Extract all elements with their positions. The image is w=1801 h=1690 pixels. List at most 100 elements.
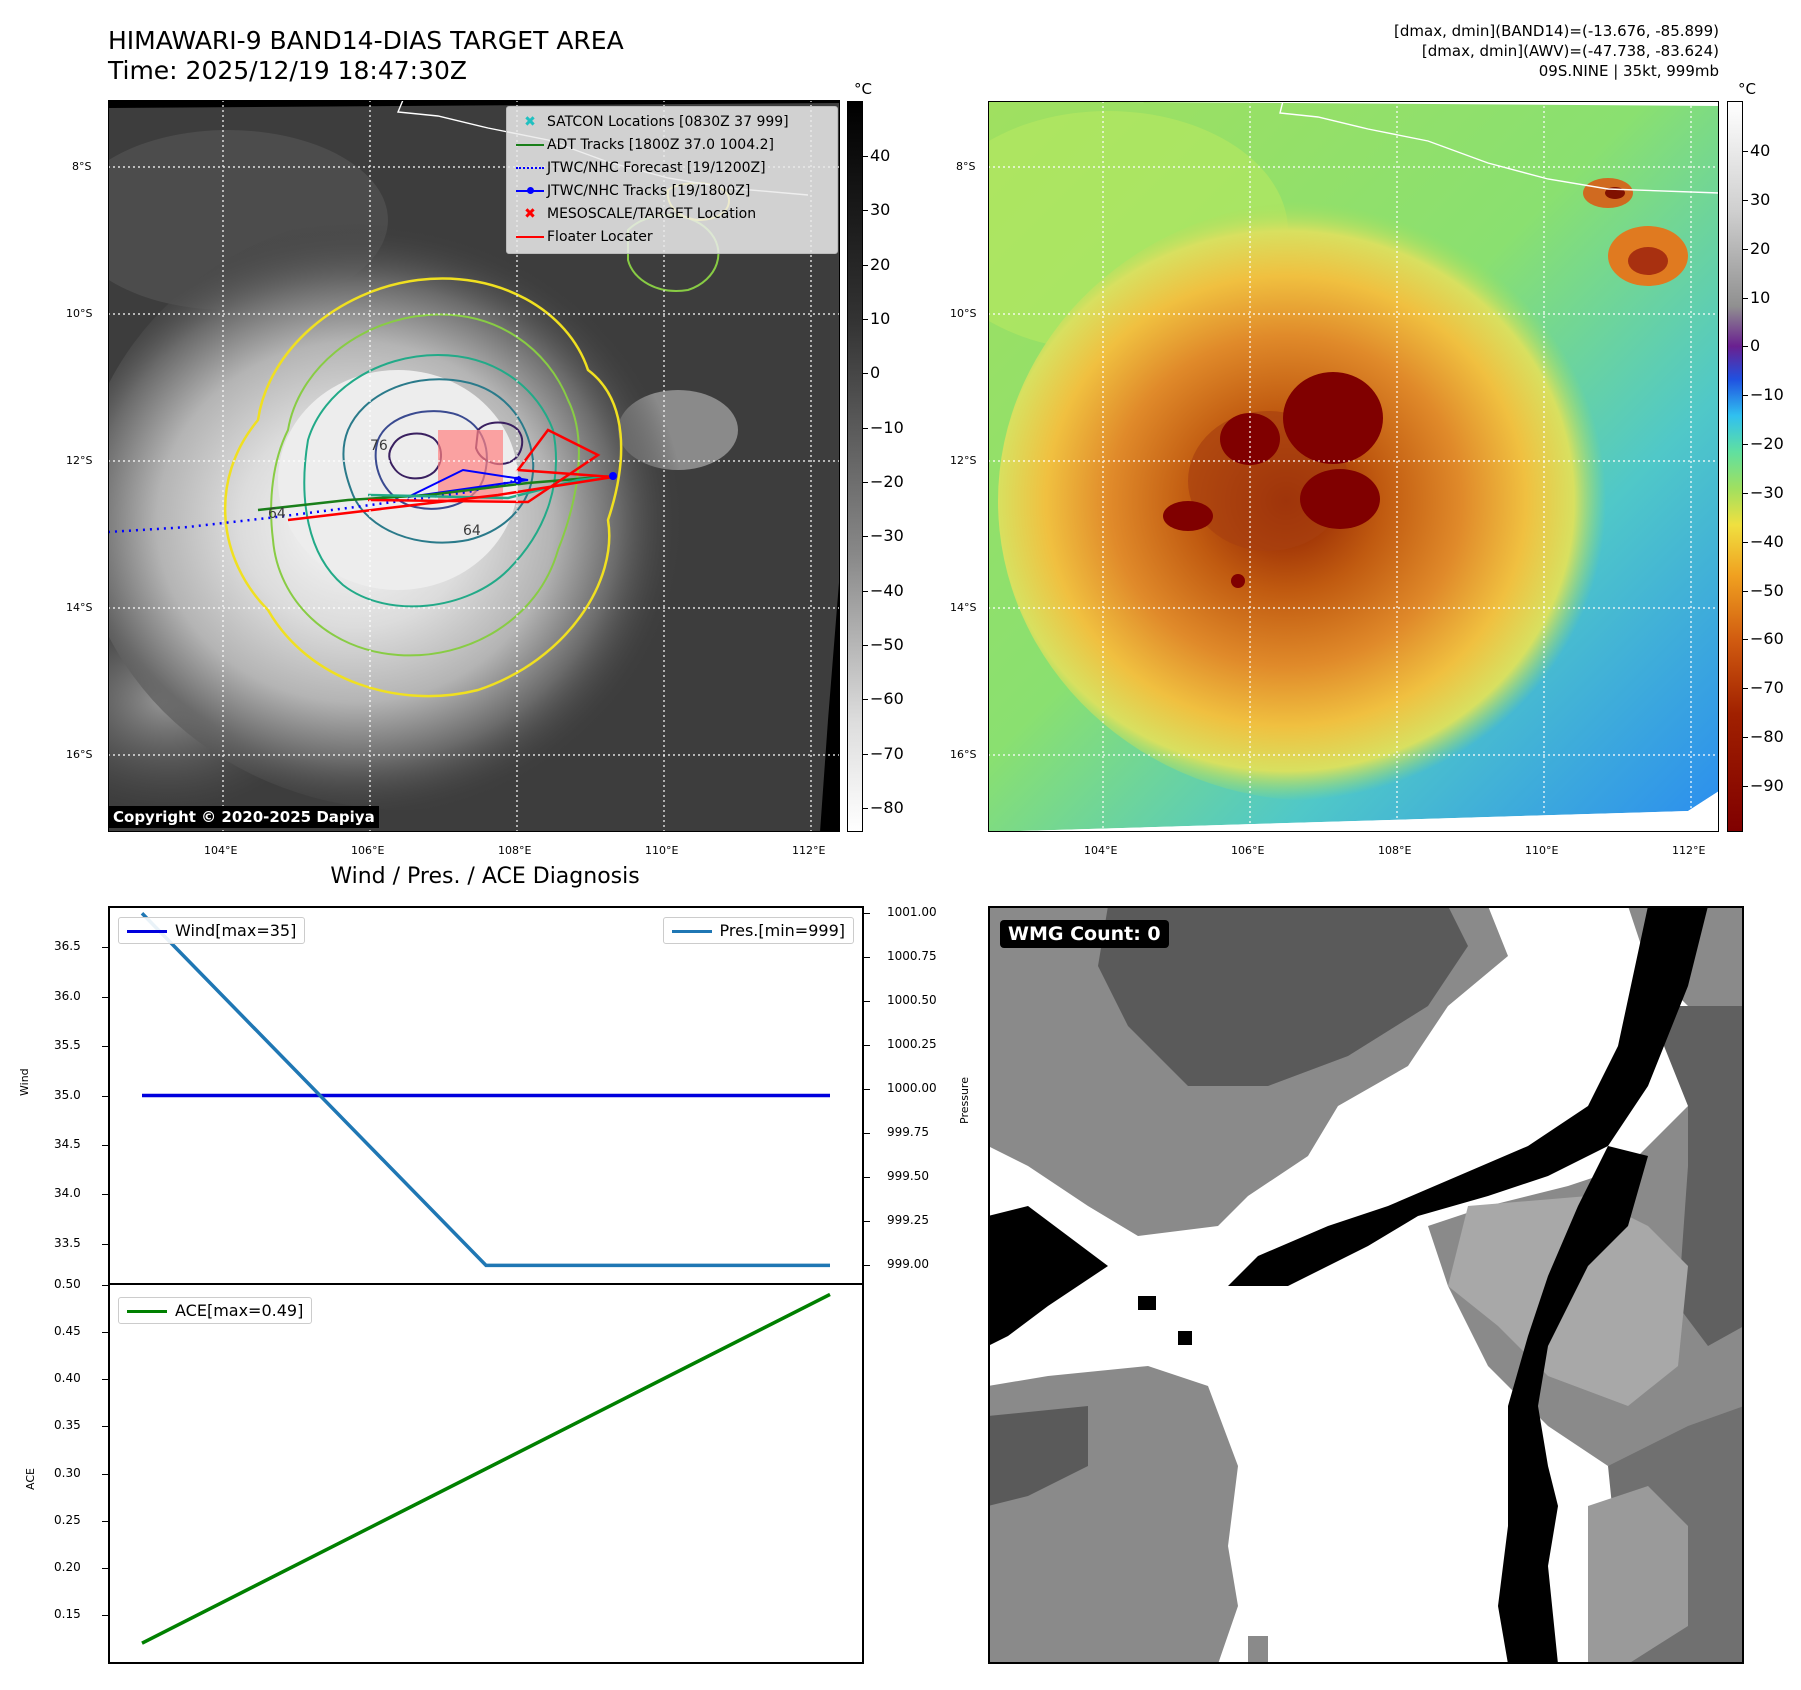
wind-tick-mark [102, 1095, 108, 1097]
wind-tick-label: 35.0 [54, 1087, 81, 1102]
colorbar-tick-mark [863, 156, 868, 157]
colorbar-tick-label: −90 [1750, 776, 1784, 795]
ace-tick-label: 0.20 [54, 1559, 81, 1574]
wind-tick-mark [102, 1144, 108, 1146]
colorbar-tick-mark [1743, 297, 1748, 299]
colorbar-tick-mark [863, 373, 868, 375]
lat-tick: 8°S [956, 160, 976, 173]
pressure-tick-mark [864, 913, 870, 915]
colorbar-tick-mark [1743, 737, 1748, 739]
pressure-tick-label: 999.50 [887, 1169, 929, 1184]
grayscale-colorbar [847, 101, 863, 832]
legend-jtwc-forecast: JTWC/NHC Forecast [19/1200Z] [513, 157, 789, 180]
colorbar-tick-label: −10 [1750, 385, 1784, 405]
pressure-axis-label: Pressure [958, 1077, 971, 1124]
ace-tick-label: 0.35 [54, 1418, 81, 1433]
ace-legend: ACE[max=0.49] [118, 1297, 313, 1324]
pressure-tick-mark [864, 1089, 870, 1091]
ace-panel: ACE[max=0.49] [108, 1283, 864, 1664]
pressure-tick-mark [864, 1265, 870, 1267]
pressure-tick-label: 999.75 [887, 1125, 929, 1140]
lon-tick: 104°E [204, 844, 238, 857]
colorbar-tick-mark [863, 319, 868, 320]
ace-tick-label: 0.40 [54, 1371, 81, 1386]
wind-tick-mark [102, 1194, 108, 1196]
pressure-tick-mark [864, 1001, 870, 1003]
legend-mesoscale: ✖ MESOSCALE/TARGET Location [524, 206, 757, 222]
wmg-map: WMG Count: 0 [988, 906, 1744, 1664]
legend-adt: ADT Tracks [1800Z 37.0 1004.2] [513, 134, 789, 157]
colorbar-unit: °C [854, 80, 872, 98]
colorbar-tick-label: −80 [1750, 727, 1784, 747]
colorbar-tick-mark [1743, 444, 1748, 446]
wind-legend: Wind[max=35] [118, 917, 306, 944]
ace-tick-mark [102, 1332, 108, 1334]
lat-tick: 12°S [950, 454, 977, 467]
colorbar-tick-mark [863, 427, 868, 429]
pressure-tick-mark [864, 957, 870, 959]
colorbar-tick-mark [863, 808, 868, 809]
lat-tick: 8°S [72, 160, 92, 173]
colorbar-tick-mark [1743, 199, 1748, 201]
wind-tick-label: 36.5 [54, 939, 81, 954]
lat-tick: 16°S [950, 748, 977, 761]
colorbar-tick-mark [1743, 590, 1748, 592]
copyright-badge: Copyright © 2020-2025 Dapiya [109, 806, 379, 828]
colorbar-tick-label: 40 [870, 146, 891, 165]
colorbar-tick-label: −50 [1750, 580, 1784, 600]
wind-tick-mark [102, 1046, 108, 1048]
ace-tick-label: 0.25 [54, 1512, 81, 1527]
wmg-map-svg [988, 906, 1744, 1664]
colorbar-tick-mark [1743, 786, 1748, 787]
ace-tick-mark [102, 1285, 108, 1286]
legend-satcon: ✖ SATCON Locations [0830Z 37 999] [524, 114, 789, 130]
wind-tick-label: 35.5 [54, 1038, 81, 1053]
wind-tick-mark [102, 947, 108, 949]
color-colorbar [1727, 101, 1743, 832]
lat-tick: 10°S [950, 307, 977, 320]
colorbar-tick-mark [863, 536, 868, 538]
contour-label: 76 [370, 438, 388, 454]
colorbar-tick-label: 40 [1750, 141, 1771, 160]
colorbar-tick-mark [863, 210, 868, 212]
lon-tick: 110°E [1525, 844, 1559, 857]
pressure-tick-label: 1001.00 [887, 905, 937, 920]
colorbar-tick-label: 10 [1750, 287, 1771, 307]
colorbar-tick-label: −80 [870, 798, 904, 817]
colorbar-tick-mark [1743, 639, 1748, 641]
colorbar-tick-mark [1743, 492, 1748, 494]
contour-label: 64 [463, 523, 481, 539]
lat-tick: 16°S [66, 748, 93, 761]
wind-axis-label: Wind [18, 1068, 31, 1096]
ace-tick-mark [102, 1426, 108, 1428]
lon-tick: 108°E [498, 844, 532, 857]
wind-tick-label: 34.5 [54, 1136, 81, 1151]
lon-tick: 104°E [1084, 844, 1118, 857]
wind-tick-mark [102, 996, 108, 998]
pressure-tick-label: 1000.50 [887, 993, 937, 1008]
pressure-tick-label: 1000.75 [887, 949, 937, 964]
lon-tick: 106°E [1231, 844, 1265, 857]
colorbar-tick-label: 20 [870, 254, 891, 274]
colorbar-tick-mark [863, 753, 868, 755]
colorbar-tick-label: 30 [870, 200, 891, 220]
lat-tick: 12°S [66, 454, 93, 467]
pressure-tick-label: 1000.00 [887, 1081, 937, 1096]
colorbar-tick-label: 20 [1750, 238, 1771, 258]
colorbar-tick-mark [863, 264, 868, 266]
wind-tick-label: 33.5 [54, 1235, 81, 1250]
satellite-title-line2: Time: 2025/12/19 18:47:30Z [108, 56, 467, 85]
colorbar-tick-label: −30 [870, 526, 904, 546]
colorbar-tick-mark [863, 699, 868, 701]
color-enhanced-map [988, 101, 1719, 832]
pressure-tick-mark [864, 1045, 870, 1047]
ace-tick-label: 0.30 [54, 1465, 81, 1480]
wind-tick-mark [102, 1243, 108, 1245]
wind-pressure-plot [140, 912, 830, 1268]
colorbar-tick-label: −40 [870, 580, 904, 600]
wind-pressure-panel: Wind[max=35] Pres.[min=999] [108, 906, 864, 1285]
wind-tick-label: 36.0 [54, 988, 81, 1003]
storm-info-text: 09S.NINE | 35kt, 999mb [1538, 62, 1719, 80]
ace-plot [141, 1292, 831, 1645]
colorbar-tick-label: 0 [1750, 336, 1761, 356]
